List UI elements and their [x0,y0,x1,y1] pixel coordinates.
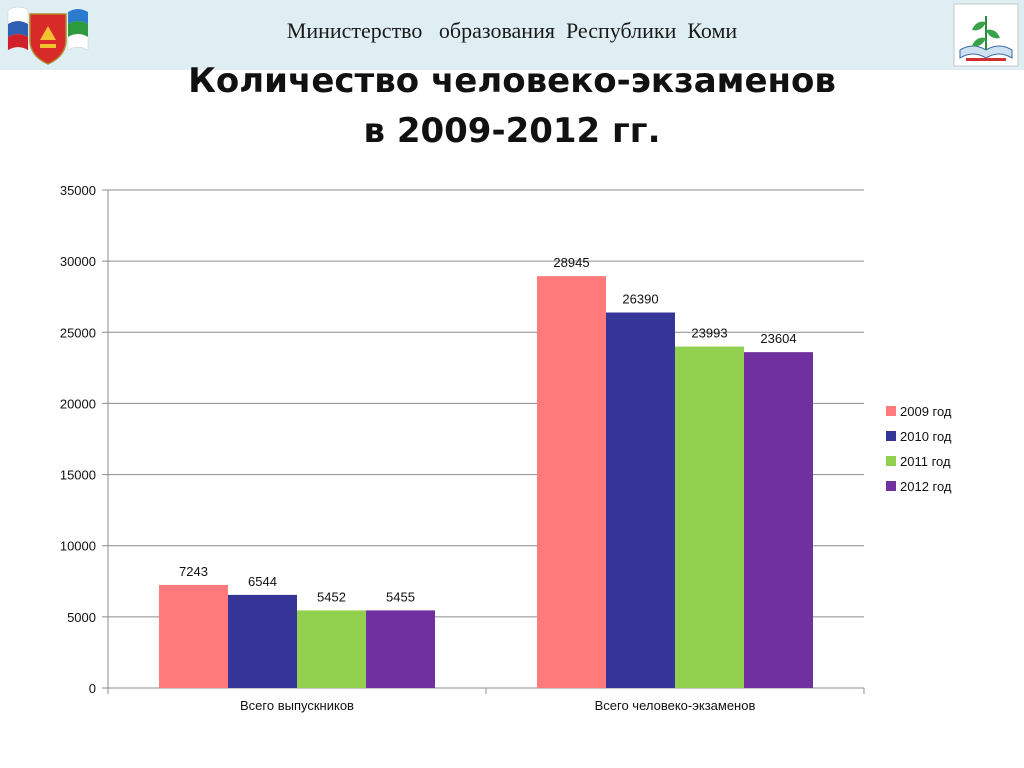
chart-data-labels: 7243 6544 5452 5455 28945 26390 23993 23604 [179,255,797,604]
legend-label: 2011 год [900,454,951,469]
y-tick-label: 10000 [60,539,96,554]
legend-label: 2009 год [900,404,952,419]
ministry-name: Министерство образования Республики Коми [286,18,738,43]
y-tick-label: 5000 [67,610,96,625]
bar [675,346,744,688]
legend-label: 2012 год [900,479,952,494]
data-label: 5455 [386,589,415,604]
y-tick-label: 30000 [60,254,96,269]
legend-swatch [886,481,896,491]
y-tick-label: 25000 [60,325,96,340]
coat-of-arms-bird [40,26,56,48]
title-line-1: Количество человеко-экзаменов [188,61,836,101]
bar [537,276,606,688]
data-label: 23604 [760,331,796,346]
legend-swatch [886,456,896,466]
flag-emblem-icon [7,6,89,65]
chart-tick-labels: 0 5000 10000 15000 20000 25000 30000 35000 Всего… [60,183,756,713]
bar [606,312,675,688]
header-band [0,0,1024,70]
legend-label: 2010 год [900,429,952,444]
data-label: 7243 [179,564,208,579]
title-line-2: в 2009-2012 гг. [363,111,661,151]
bar [744,352,813,688]
y-tick-label: 0 [89,681,96,696]
open-book-emblem-icon [953,3,1019,67]
flag-komi [67,9,89,51]
y-tick-label: 15000 [60,468,96,483]
bar [366,610,435,688]
bar [297,610,366,688]
page-title: Количество человеко-экзаменов в 2009-201… [0,56,1024,156]
data-label: 28945 [553,255,589,270]
y-tick-label: 20000 [60,396,96,411]
data-label: 26390 [622,292,658,307]
bar [159,584,228,688]
legend-swatch [886,406,896,416]
chart-bars [159,276,813,688]
legend-swatch [886,431,896,441]
chart-legend: 2009 год 2010 год 2011 год 2012 год [886,404,952,494]
y-tick-label: 35000 [60,183,96,198]
x-tick-label: Всего человеко-экзаменов [595,698,756,713]
x-tick-label: Всего выпускников [240,698,354,713]
data-label: 23993 [691,326,727,341]
data-label: 6544 [248,574,277,589]
flag-russia [7,6,29,51]
bar [228,594,297,688]
data-label: 5452 [317,589,346,604]
